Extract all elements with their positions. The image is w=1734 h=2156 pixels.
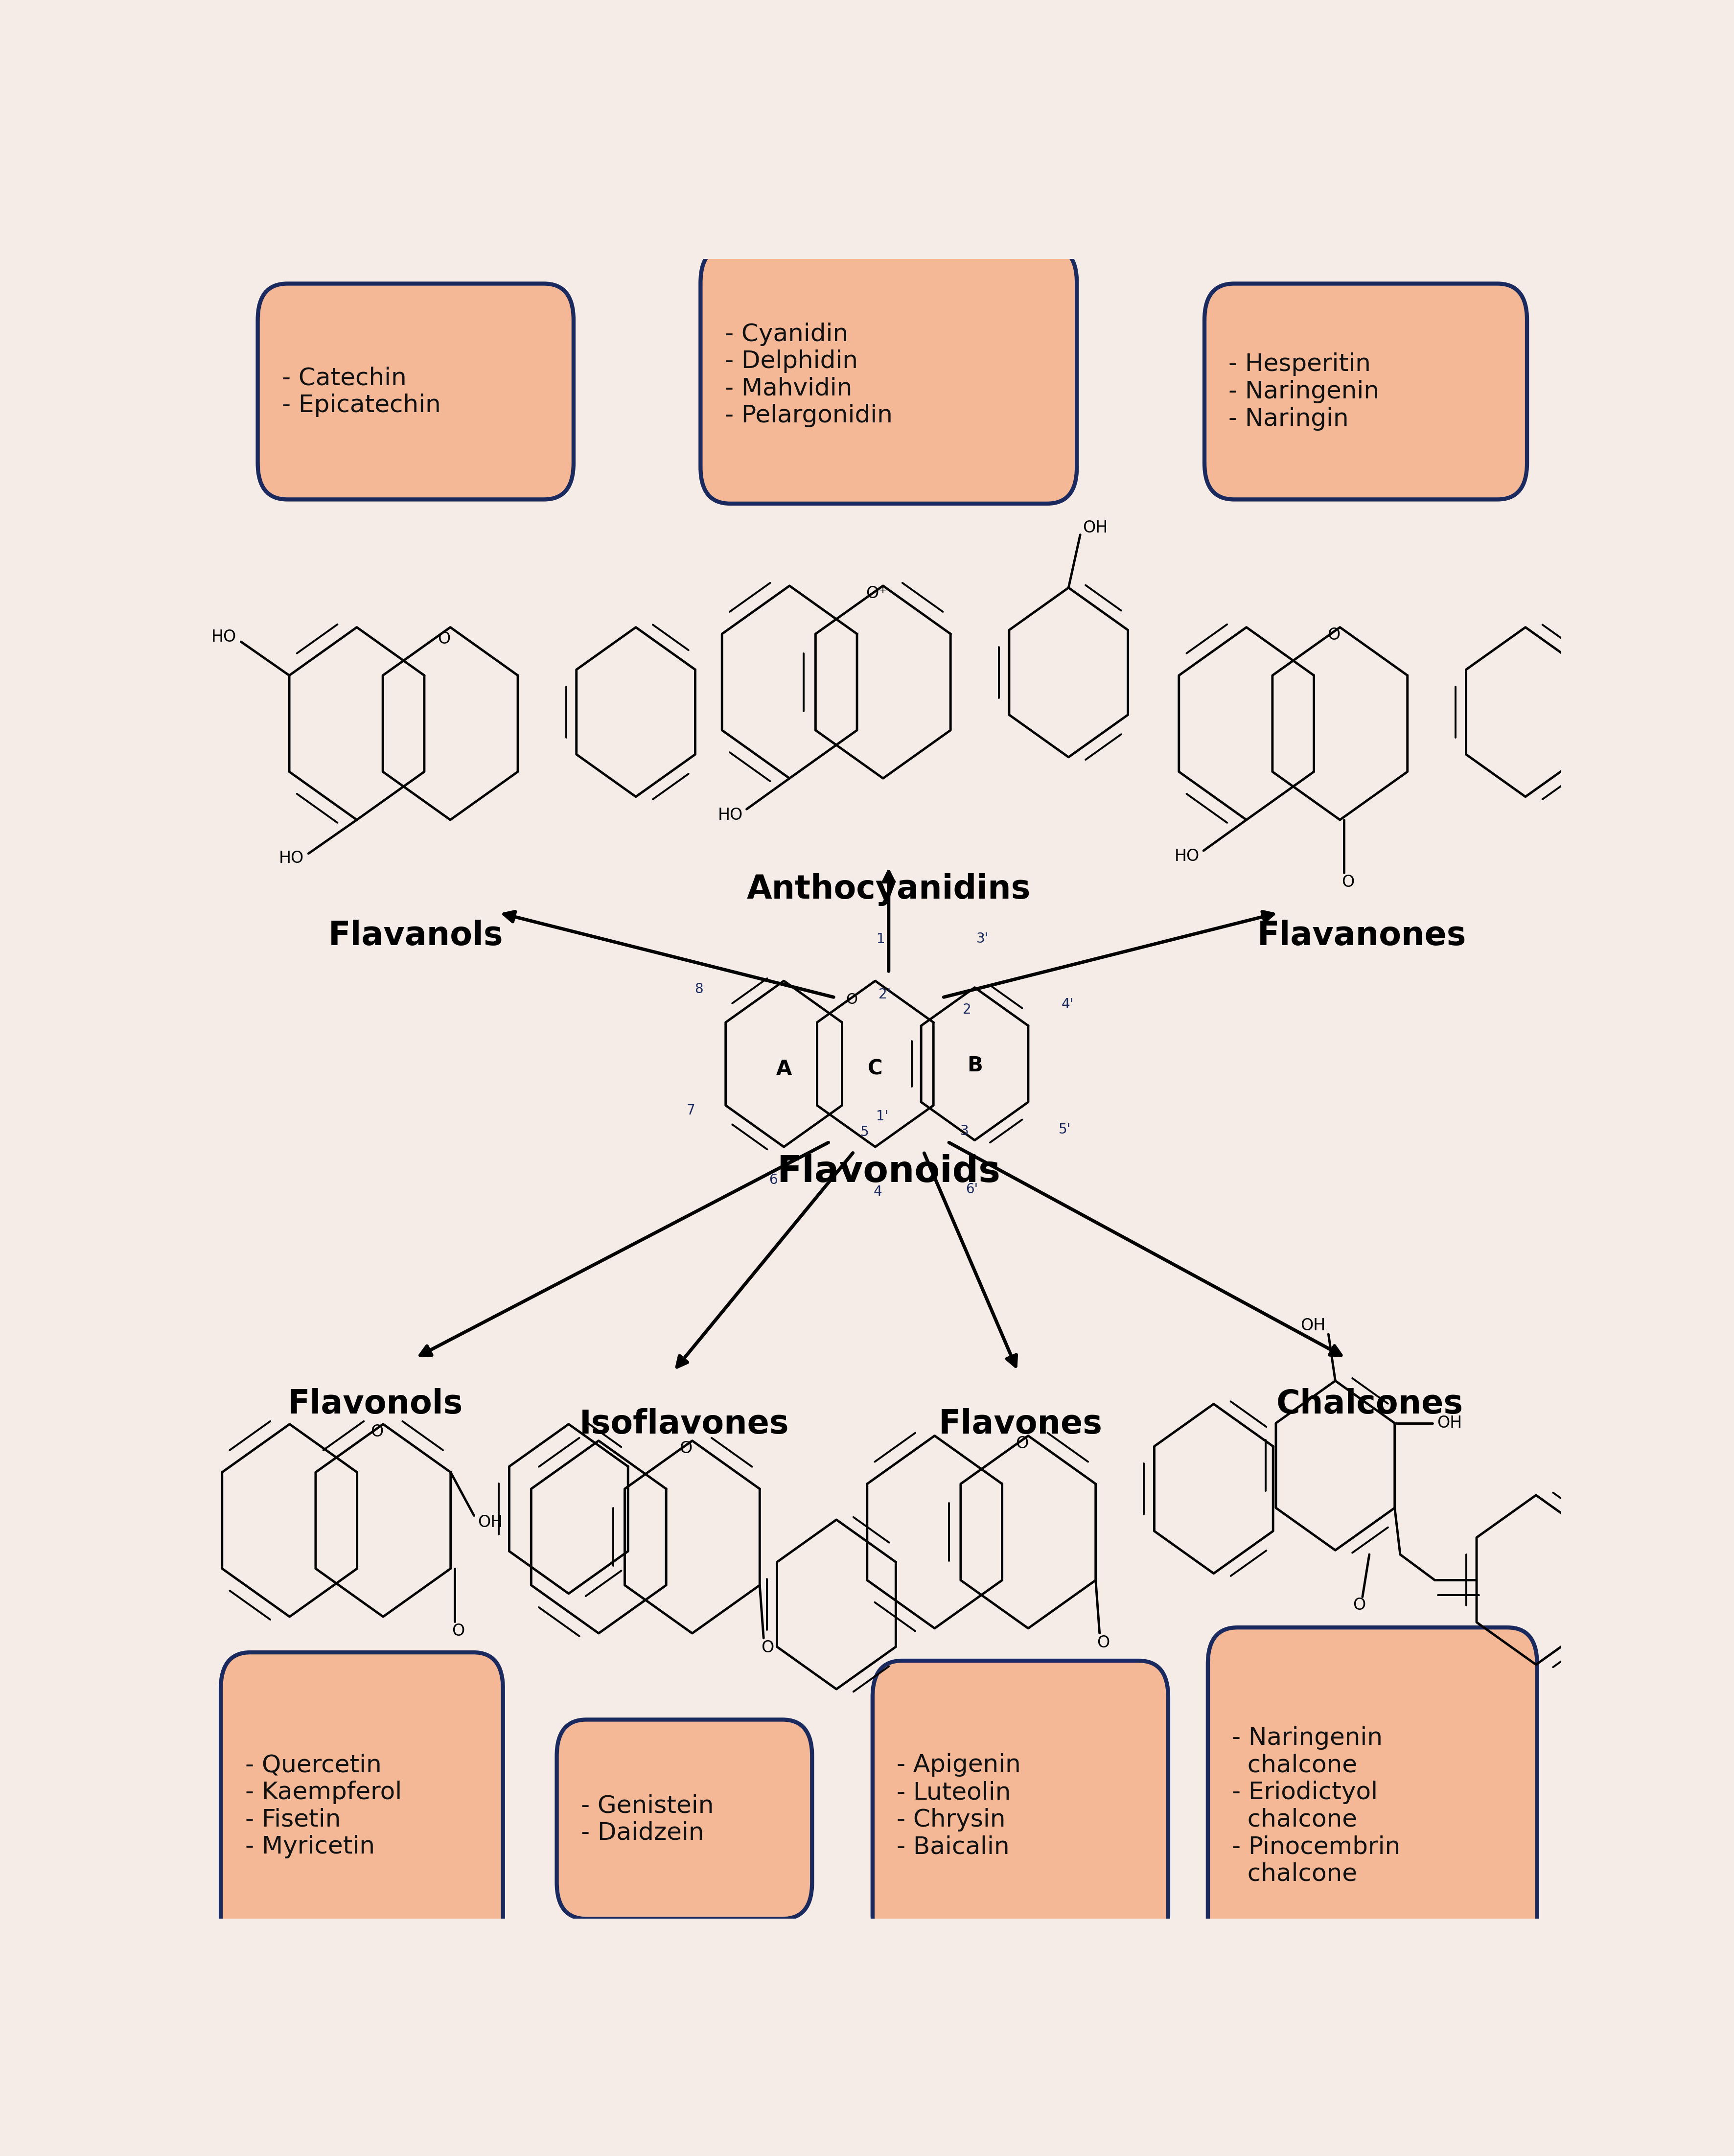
FancyBboxPatch shape <box>557 1720 812 1919</box>
Text: OH: OH <box>1082 520 1108 537</box>
Polygon shape <box>1477 1494 1595 1664</box>
Text: Flavanols: Flavanols <box>328 921 503 953</box>
Text: 2: 2 <box>962 1003 971 1018</box>
Text: O⁺: O⁺ <box>865 586 888 602</box>
Text: 5: 5 <box>860 1125 869 1138</box>
Text: 3': 3' <box>976 931 988 946</box>
Polygon shape <box>867 1436 1002 1628</box>
Text: O: O <box>1016 1436 1028 1451</box>
Text: HO: HO <box>718 806 742 824</box>
Polygon shape <box>1276 1380 1394 1550</box>
Text: 4: 4 <box>874 1186 883 1199</box>
Text: - Quercetin
- Kaempferol
- Fisetin
- Myricetin: - Quercetin - Kaempferol - Fisetin - Myr… <box>244 1753 402 1858</box>
FancyBboxPatch shape <box>701 246 1077 505</box>
Text: 1': 1' <box>876 1110 888 1123</box>
Polygon shape <box>1179 627 1314 819</box>
Text: 1: 1 <box>876 934 884 946</box>
FancyBboxPatch shape <box>872 1660 1169 1951</box>
Text: - Naringenin
  chalcone
- Eriodictyol
  chalcone
- Pinocembrin
  chalcone: - Naringenin chalcone - Eriodictyol chal… <box>1233 1727 1401 1886</box>
Polygon shape <box>624 1440 759 1634</box>
Text: HO: HO <box>279 849 303 867</box>
Text: - Apigenin
- Luteolin
- Chrysin
- Baicalin: - Apigenin - Luteolin - Chrysin - Baical… <box>896 1753 1021 1858</box>
Polygon shape <box>721 586 857 778</box>
Text: B: B <box>968 1054 983 1076</box>
Polygon shape <box>510 1425 628 1593</box>
Text: Chalcones: Chalcones <box>1276 1388 1463 1421</box>
Polygon shape <box>316 1425 451 1617</box>
Text: O: O <box>453 1623 465 1639</box>
Text: - Catechin
- Epicatechin: - Catechin - Epicatechin <box>283 367 440 416</box>
Text: 7: 7 <box>687 1104 695 1117</box>
Text: O: O <box>761 1641 773 1656</box>
Text: 8: 8 <box>695 983 704 996</box>
FancyBboxPatch shape <box>220 1651 503 1960</box>
Polygon shape <box>1009 589 1127 757</box>
Text: OH: OH <box>479 1514 503 1531</box>
Polygon shape <box>531 1440 666 1634</box>
Polygon shape <box>576 627 695 798</box>
Text: OH: OH <box>1437 1414 1462 1432</box>
Polygon shape <box>777 1520 896 1688</box>
FancyBboxPatch shape <box>1205 285 1528 500</box>
Text: O: O <box>680 1440 692 1457</box>
FancyBboxPatch shape <box>1209 1628 1536 1984</box>
Polygon shape <box>222 1425 357 1617</box>
Text: 2': 2' <box>879 987 891 1000</box>
Text: C: C <box>867 1059 883 1080</box>
Polygon shape <box>725 981 843 1147</box>
Text: O: O <box>1342 875 1354 890</box>
Text: - Genistein
- Daidzein: - Genistein - Daidzein <box>581 1794 714 1846</box>
Polygon shape <box>1273 627 1408 819</box>
Text: 6: 6 <box>768 1173 777 1188</box>
Polygon shape <box>961 1436 1096 1628</box>
FancyBboxPatch shape <box>258 285 574 500</box>
Text: - Hesperitin
- Naringenin
- Naringin: - Hesperitin - Naringenin - Naringin <box>1229 354 1380 431</box>
Text: 5': 5' <box>1058 1123 1072 1136</box>
Text: O: O <box>1327 627 1340 642</box>
Text: 3: 3 <box>961 1123 969 1138</box>
Text: Flavones: Flavones <box>938 1408 1103 1440</box>
Text: HO: HO <box>212 630 236 645</box>
Text: A: A <box>775 1059 792 1080</box>
Text: Isoflavones: Isoflavones <box>579 1408 789 1440</box>
Text: 6': 6' <box>966 1181 978 1197</box>
Text: Flavonols: Flavonols <box>288 1388 463 1421</box>
Polygon shape <box>817 981 933 1147</box>
Polygon shape <box>1465 627 1585 798</box>
Text: O: O <box>437 632 451 647</box>
Polygon shape <box>815 586 950 778</box>
Text: Flavanones: Flavanones <box>1257 921 1467 953</box>
Text: Flavonoids: Flavonoids <box>777 1153 1001 1190</box>
Text: Anthocyanidins: Anthocyanidins <box>747 873 1030 906</box>
Text: 4': 4' <box>1061 998 1073 1011</box>
Polygon shape <box>921 987 1028 1141</box>
Polygon shape <box>383 627 518 819</box>
Polygon shape <box>1155 1404 1273 1574</box>
Text: O: O <box>846 992 858 1007</box>
Polygon shape <box>290 627 425 819</box>
Text: HO: HO <box>1174 847 1200 865</box>
Text: O: O <box>1353 1598 1365 1613</box>
Text: O: O <box>1098 1634 1110 1651</box>
Text: OH: OH <box>1300 1317 1327 1335</box>
Text: O: O <box>371 1423 383 1440</box>
Text: - Cyanidin
- Delphidin
- Mahvidin
- Pelargonidin: - Cyanidin - Delphidin - Mahvidin - Pela… <box>725 323 893 427</box>
